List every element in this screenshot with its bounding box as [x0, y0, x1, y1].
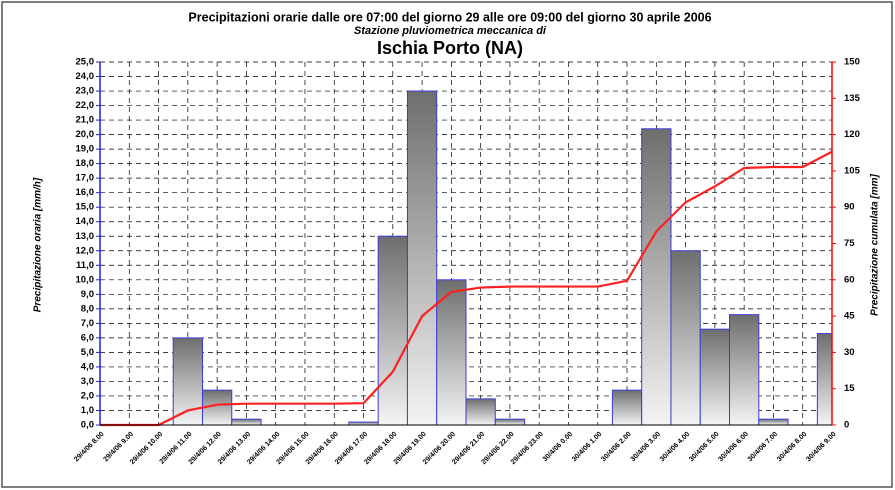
y-tick-label: 0,0	[81, 420, 94, 431]
cumulative-line	[100, 150, 833, 427]
y-tick-label: 15,0	[76, 202, 95, 213]
bar	[699, 328, 731, 426]
bar	[816, 333, 833, 426]
y-tick-label: 23,0	[76, 86, 95, 97]
bar	[436, 279, 467, 426]
y-tick-label: 16,0	[76, 187, 95, 198]
y-tick-label: 14,0	[76, 216, 95, 227]
y2-tick-label: 45	[844, 311, 855, 322]
bar	[465, 398, 496, 426]
y-tick-label: 25,0	[76, 57, 95, 68]
bar	[231, 418, 262, 426]
y-tick-label: 24,0	[76, 71, 95, 82]
bar	[172, 337, 203, 426]
bar	[494, 418, 526, 426]
y-tick-label: 6,0	[81, 332, 94, 343]
y2-tick-label: 90	[844, 202, 855, 213]
y-tick-label: 20,0	[76, 129, 95, 140]
y2-tick-label: 60	[844, 274, 855, 285]
y-tick-label: 4,0	[81, 361, 94, 372]
y-tick-label: 2,0	[81, 390, 94, 401]
y-tick-label: 17,0	[76, 173, 95, 184]
y2-tick-label: 105	[844, 165, 861, 176]
y-tick-label: 12,0	[76, 245, 95, 256]
y-tick-label: 9,0	[81, 289, 94, 300]
y-tick-label: 13,0	[76, 231, 95, 242]
y2-tick-label: 75	[844, 238, 855, 249]
y-tick-label: 11,0	[76, 260, 94, 271]
chart-subtitle: Stazione pluviometrica meccanica di	[354, 25, 547, 37]
chart-title: Precipitazioni orarie dalle ore 07:00 de…	[188, 10, 711, 24]
y2-tick-label: 120	[844, 129, 860, 140]
y-tick-label: 5,0	[81, 347, 94, 358]
y-tick-label: 3,0	[81, 376, 94, 387]
y2-tick-label: 150	[844, 57, 860, 68]
y2-tick-label: 15	[844, 383, 855, 394]
bar	[729, 314, 760, 426]
y2-tick-label: 30	[844, 347, 855, 358]
y-tick-label: 19,0	[76, 144, 95, 155]
bar	[670, 250, 701, 426]
bar	[377, 235, 408, 426]
y-tick-label: 18,0	[76, 158, 95, 169]
y-tick-label: 7,0	[81, 318, 94, 329]
bar	[641, 128, 672, 426]
bar	[611, 389, 643, 426]
bar	[758, 418, 789, 426]
y-tick-label: 8,0	[81, 303, 94, 314]
y-tick-label: 1,0	[81, 405, 94, 416]
y2-axis-label: Precipitazione cumulata [mm]	[870, 173, 881, 315]
y2-tick-label: 135	[844, 93, 861, 104]
y-tick-label: 21,0	[76, 115, 95, 126]
station-name: Ischia Porto (NA)	[377, 38, 523, 58]
y-tick-label: 22,0	[76, 100, 95, 111]
bar	[406, 90, 438, 426]
y-tick-label: 10,0	[76, 274, 95, 285]
y2-tick-label: 0	[844, 420, 849, 431]
y-axis-label: Precipitazione oraria [mm/h]	[33, 177, 44, 312]
